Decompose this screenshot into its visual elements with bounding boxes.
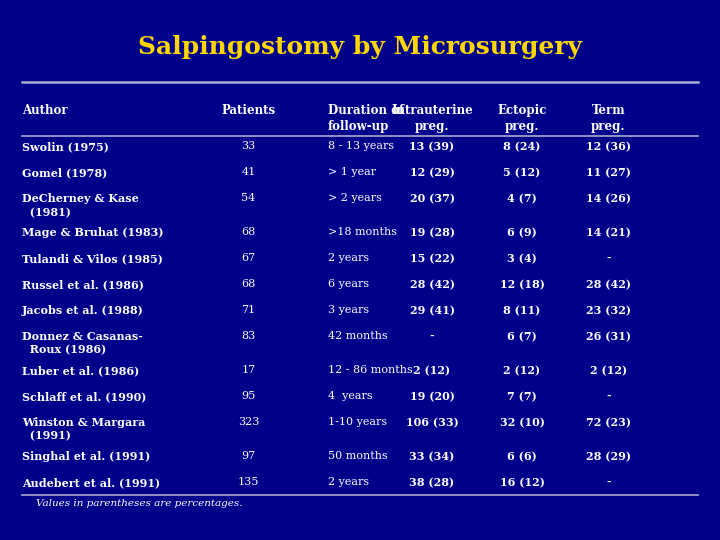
Text: Winston & Margara
  (1991): Winston & Margara (1991): [22, 417, 145, 442]
Text: 8 (24): 8 (24): [503, 141, 541, 152]
Text: 68: 68: [241, 227, 256, 238]
Text: > 1 year: > 1 year: [328, 167, 376, 178]
Text: 2 years: 2 years: [328, 477, 369, 487]
Text: > 2 years: > 2 years: [328, 193, 382, 204]
Text: Salpingostomy by Microsurgery: Salpingostomy by Microsurgery: [138, 35, 582, 59]
Text: 68: 68: [241, 279, 256, 289]
Text: Term
preg.: Term preg.: [591, 104, 626, 133]
Text: 106 (33): 106 (33): [405, 417, 459, 428]
Text: >18 months: >18 months: [328, 227, 397, 238]
Text: 19 (20): 19 (20): [410, 391, 454, 402]
Text: 3 years: 3 years: [328, 305, 369, 315]
Text: 3 (4): 3 (4): [507, 253, 537, 264]
Text: -: -: [606, 253, 611, 264]
Text: Author: Author: [22, 104, 67, 117]
Text: Intrauterine
preg.: Intrauterine preg.: [391, 104, 473, 133]
Text: 5 (12): 5 (12): [503, 167, 541, 178]
Text: 19 (28): 19 (28): [410, 227, 454, 238]
Text: 29 (41): 29 (41): [410, 305, 454, 316]
Text: 95: 95: [241, 391, 256, 401]
Text: 17: 17: [241, 365, 256, 375]
Text: Tulandi & Vilos (1985): Tulandi & Vilos (1985): [22, 253, 163, 264]
Text: Singhal et al. (1991): Singhal et al. (1991): [22, 451, 150, 462]
Text: 2 years: 2 years: [328, 253, 369, 264]
Text: 6 years: 6 years: [328, 279, 369, 289]
Text: 20 (37): 20 (37): [410, 193, 454, 204]
Text: 2 (12): 2 (12): [590, 365, 627, 376]
Text: Mage & Bruhat (1983): Mage & Bruhat (1983): [22, 227, 163, 238]
Text: Ectopic
preg.: Ectopic preg.: [498, 104, 546, 133]
Text: 16 (12): 16 (12): [500, 477, 544, 488]
Text: 12 (36): 12 (36): [586, 141, 631, 152]
Text: Russel et al. (1986): Russel et al. (1986): [22, 279, 143, 290]
Text: 6 (9): 6 (9): [507, 227, 537, 238]
Text: Swolin (1975): Swolin (1975): [22, 141, 109, 152]
Text: 4 (7): 4 (7): [507, 193, 537, 204]
Text: Audebert et al. (1991): Audebert et al. (1991): [22, 477, 160, 488]
Text: 50 months: 50 months: [328, 451, 387, 461]
Text: 14 (26): 14 (26): [586, 193, 631, 204]
Text: 71: 71: [241, 305, 256, 315]
Text: Values in parentheses are percentages.: Values in parentheses are percentages.: [36, 500, 243, 509]
Text: Donnez & Casanas-
  Roux (1986): Donnez & Casanas- Roux (1986): [22, 331, 143, 356]
Text: 8 - 13 years: 8 - 13 years: [328, 141, 394, 152]
Text: 23 (32): 23 (32): [586, 305, 631, 316]
Text: 323: 323: [238, 417, 259, 427]
Text: -: -: [606, 477, 611, 488]
Text: Patients: Patients: [221, 104, 276, 117]
Text: 14 (21): 14 (21): [586, 227, 631, 238]
Text: 6 (7): 6 (7): [507, 331, 537, 342]
Text: 33 (34): 33 (34): [410, 451, 454, 462]
Text: 4  years: 4 years: [328, 391, 372, 401]
Text: 72 (23): 72 (23): [586, 417, 631, 428]
Text: 1-10 years: 1-10 years: [328, 417, 387, 427]
Text: 33: 33: [241, 141, 256, 152]
Text: 28 (42): 28 (42): [410, 279, 454, 290]
Text: Luber et al. (1986): Luber et al. (1986): [22, 365, 139, 376]
Text: Gomel (1978): Gomel (1978): [22, 167, 107, 178]
Text: 12 (29): 12 (29): [410, 167, 454, 178]
Text: 12 (18): 12 (18): [500, 279, 544, 290]
Text: DeCherney & Kase
  (1981): DeCherney & Kase (1981): [22, 193, 138, 218]
Text: 28 (29): 28 (29): [586, 451, 631, 462]
Text: 135: 135: [238, 477, 259, 487]
Text: -: -: [606, 391, 611, 402]
Text: 12 - 86 months: 12 - 86 months: [328, 365, 413, 375]
Text: 42 months: 42 months: [328, 331, 387, 341]
Text: 26 (31): 26 (31): [586, 331, 631, 342]
Text: 8 (11): 8 (11): [503, 305, 541, 316]
Text: 2 (12): 2 (12): [413, 365, 451, 376]
Text: 54: 54: [241, 193, 256, 204]
Text: 7 (7): 7 (7): [507, 391, 537, 402]
Text: -: -: [430, 331, 434, 342]
Text: 38 (28): 38 (28): [410, 477, 454, 488]
Text: Duration of
follow-up: Duration of follow-up: [328, 104, 404, 133]
Text: 83: 83: [241, 331, 256, 341]
Text: 67: 67: [241, 253, 256, 264]
Text: 15 (22): 15 (22): [410, 253, 454, 264]
Text: 41: 41: [241, 167, 256, 178]
Text: 11 (27): 11 (27): [586, 167, 631, 178]
Text: Jacobs et al. (1988): Jacobs et al. (1988): [22, 305, 143, 316]
Text: Schlaff et al. (1990): Schlaff et al. (1990): [22, 391, 146, 402]
Text: 28 (42): 28 (42): [586, 279, 631, 290]
Text: 2 (12): 2 (12): [503, 365, 541, 376]
Text: 13 (39): 13 (39): [410, 141, 454, 152]
Text: 32 (10): 32 (10): [500, 417, 544, 428]
Text: 6 (6): 6 (6): [507, 451, 537, 462]
Text: 97: 97: [241, 451, 256, 461]
